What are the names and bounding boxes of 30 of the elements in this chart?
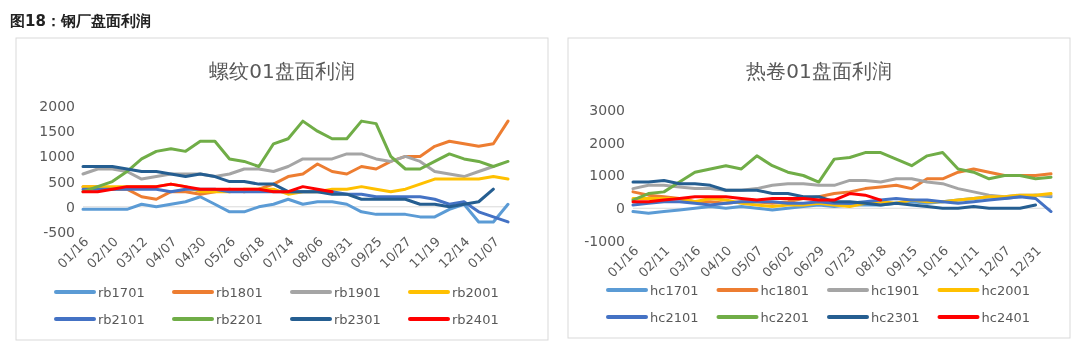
legend-label: rb2201 — [216, 311, 263, 327]
legend-label: rb1701 — [98, 284, 145, 300]
y-tick-label: 2000 — [39, 97, 75, 114]
legend-label: rb2001 — [452, 284, 499, 300]
y-tick-label: 2000 — [589, 134, 625, 151]
y-tick-label: 1000 — [39, 148, 75, 165]
legend-label: rb1901 — [334, 284, 381, 300]
legend-label: hc1801 — [760, 282, 809, 298]
y-tick-label: 0 — [616, 200, 625, 217]
legend-label: hc2401 — [981, 309, 1030, 325]
chart-title: 螺纹01盘面利润 — [209, 59, 355, 83]
y-tick-label: 1000 — [589, 167, 625, 184]
legend-label: hc2001 — [981, 282, 1030, 298]
legend-label: hc2301 — [871, 309, 920, 325]
legend-label: rb1801 — [216, 284, 263, 300]
y-tick-label: 500 — [48, 173, 75, 190]
legend-label: rb2101 — [98, 311, 145, 327]
y-tick-label: 0 — [66, 198, 75, 215]
y-tick-label: -500 — [43, 223, 75, 240]
chart-title: 热卷01盘面利润 — [746, 59, 892, 83]
y-tick-label: 3000 — [589, 101, 625, 118]
legend-label: rb2301 — [334, 311, 381, 327]
legend-label: hc2201 — [760, 309, 809, 325]
legend-label: hc1701 — [650, 282, 699, 298]
y-tick-label: -1000 — [584, 232, 625, 249]
legend-label: hc2101 — [650, 309, 699, 325]
y-tick-label: 1500 — [39, 123, 75, 140]
legend-label: hc1901 — [871, 282, 920, 298]
caption: 图18：钢厂盘面利润 — [10, 12, 151, 30]
legend-label: rb2401 — [452, 311, 499, 327]
